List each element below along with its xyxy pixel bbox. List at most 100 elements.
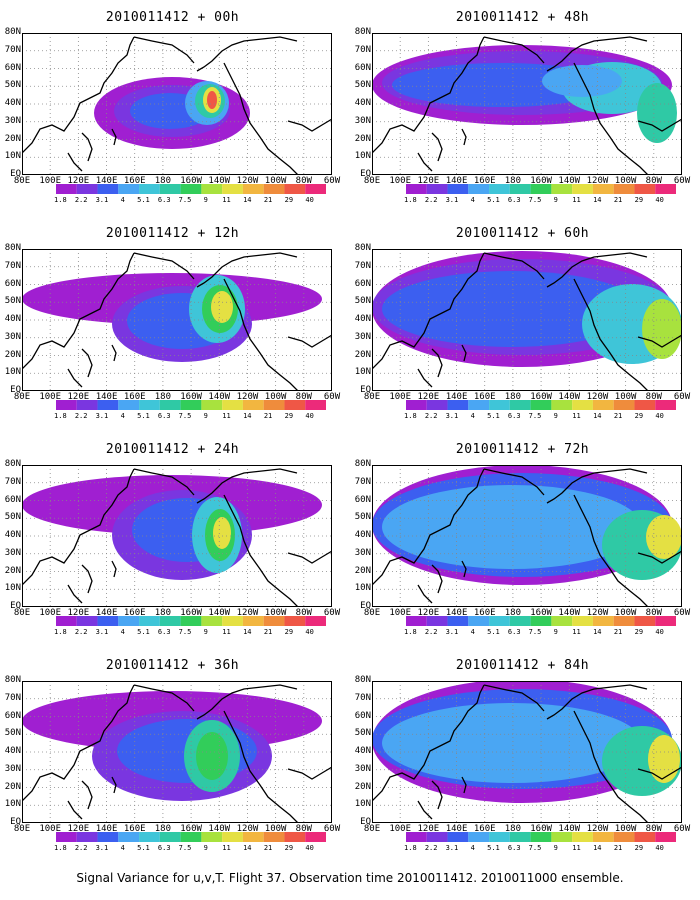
latitude-label: EQ [360,385,371,395]
colorbar-label: 2.2 [424,412,438,420]
colorbar-swatch [426,616,448,626]
variance-contour [637,83,677,143]
colorbar-label: 9 [553,844,558,852]
colorbar-label: 3.1 [95,628,109,636]
longitude-label: 120E [67,392,90,402]
colorbar: 1.8 2.2 3.1 4 5.1 6.3 7.5 9 11 14 21 29 40 [372,832,682,856]
coastline [196,252,298,288]
longitude-label: 60W [673,824,691,834]
longitude-label: 100W [614,824,637,834]
colorbar-label: 4 [470,844,475,852]
longitude-label: 100E [389,824,412,834]
colorbar-label: 11 [222,844,231,852]
colorbar-label: 1.8 [54,412,67,420]
colorbar: 1.8 2.2 3.1 4 5.1 6.3 7.5 9 11 14 21 29 40 [22,616,332,640]
latitude-label: 40N [354,98,371,108]
colorbar-label: 6.3 [507,412,521,420]
coastline [111,776,117,794]
panel: 2010011412 + 24h 1.8 2.2 3.1 4 5.1 6.3 7.5 9 11 1… [0,432,345,642]
colorbar-swatch [97,616,119,626]
latitude-label: 10N [354,583,371,594]
latitude-label: 20N [354,781,371,792]
colorbar-swatch [489,616,510,626]
colorbar-label: 6.3 [507,844,521,852]
latitude-label: 40N [4,746,21,756]
colorbar-label: 4 [120,412,125,420]
longitude-label: 120W [586,392,609,402]
longitude-label: 180 [504,608,522,618]
map-canvas [372,33,682,175]
longitude-label: 120E [417,392,440,402]
colorbar-swatch [530,832,552,842]
longitude-label: 100E [39,608,62,618]
latitude-label: 10N [4,367,21,378]
coastline [81,780,93,810]
longitude-label: 180 [504,176,522,186]
latitude-label: 10N [354,151,371,162]
panel: 2010011412 + 36h 1.8 2.2 3.1 4 5.1 6.3 7.5 9 11 1… [0,648,345,858]
longitude-label: 80E [13,608,31,618]
colorbar-label: 1.8 [404,844,417,852]
colorbar-swatch [551,832,573,842]
colorbar-label: 4 [470,196,475,204]
latitude-label: 70N [354,44,371,55]
colorbar-label: 2.2 [424,844,438,852]
longitude-label: 140W [208,608,231,618]
colorbar: 1.8 2.2 3.1 4 5.1 6.3 7.5 9 11 14 21 29 40 [22,400,332,424]
colorbar-swatch [489,832,510,842]
colorbar-swatches [406,400,676,410]
longitude-label: 80E [13,824,31,834]
latitude-label: 70N [354,692,371,703]
latitude-label: 60N [354,710,371,721]
longitude-label: 140E [445,824,468,834]
colorbar-swatch [509,616,531,626]
colorbar-swatch [572,184,593,194]
latitude-label: 50N [354,728,371,739]
colorbar-swatch [634,832,656,842]
longitude-label: 140E [445,608,468,618]
colorbar-label: 21 [613,196,623,204]
colorbar-label: 3.1 [95,412,109,420]
variance-contour [213,517,231,549]
coastline [111,560,117,578]
longitude-label: 120W [586,176,609,186]
latitude-label: 50N [4,296,21,307]
longitude-label: 140W [208,176,231,186]
coastline [372,468,485,586]
colorbar-label: 2.2 [74,196,88,204]
colorbar-swatch [551,616,573,626]
colorbar-swatch [139,616,160,626]
panel-title: 2010011412 + 60h [455,226,590,241]
colorbar-label: 21 [613,412,623,420]
longitude-label: 100E [39,176,62,186]
latitude-label: 30N [4,115,21,126]
colorbar-swatch [572,400,593,410]
colorbar-label: 4 [120,628,125,636]
colorbar-swatch [76,400,98,410]
colorbar-swatch [305,184,326,194]
map [372,249,682,391]
variance-contour [382,485,642,569]
latitude-label: 60N [354,62,371,73]
longitude-label: 120E [417,176,440,186]
panel: 2010011412 + 12h 1.8 2.2 3.1 4 5.1 6.3 7.5 9 11 1… [0,216,345,426]
colorbar-swatch [634,184,656,194]
colorbar-label: 3.1 [445,844,459,852]
longitude-label: 160W [530,392,552,402]
longitude-label: 100W [614,176,637,186]
latitude-label: 30N [354,547,371,558]
map-canvas [22,33,332,175]
coastline [372,684,485,802]
colorbar-swatch [201,400,223,410]
latitude-label: 50N [354,80,371,91]
coastline [483,468,545,496]
longitude-label: 180 [154,608,172,618]
longitude-label: 160E [123,824,146,834]
colorbar-label: 2.2 [74,844,88,852]
coastline [461,128,467,146]
longitude-label: 80W [645,608,662,618]
map [22,249,332,391]
colorbar-label: 9 [203,412,208,420]
longitude-label: 160E [123,608,146,618]
longitude-label: 160E [123,176,146,186]
